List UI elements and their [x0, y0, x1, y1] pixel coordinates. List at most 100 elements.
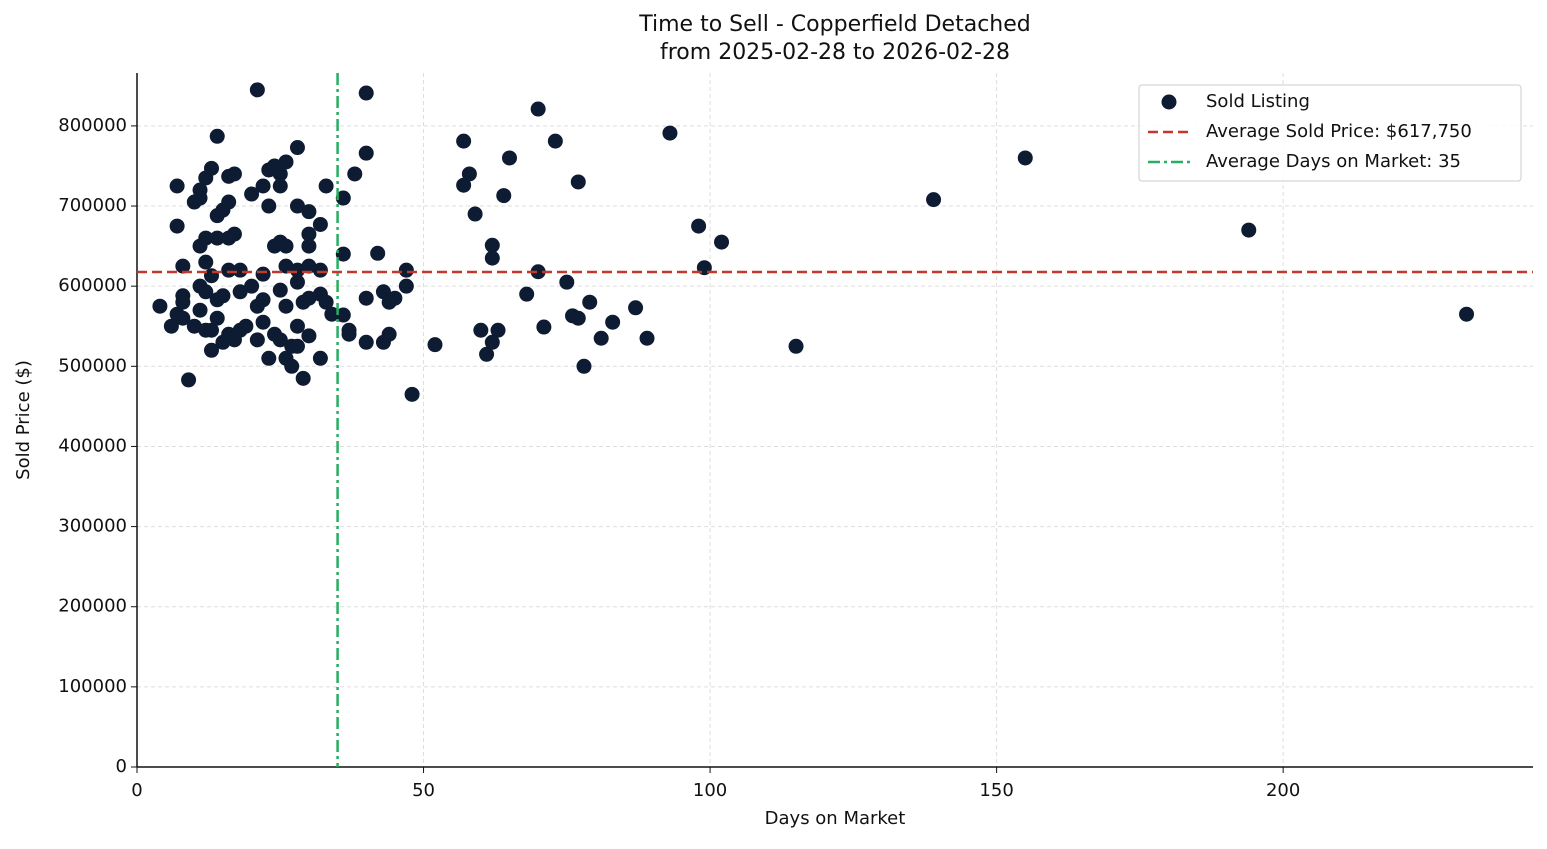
point — [788, 338, 804, 354]
point — [490, 322, 506, 338]
point — [347, 166, 363, 182]
point — [628, 300, 644, 316]
point — [312, 350, 328, 366]
point — [261, 198, 277, 214]
point — [289, 338, 305, 354]
point — [358, 290, 374, 306]
point — [169, 218, 185, 234]
point — [536, 319, 552, 335]
x-tick-label: 100 — [693, 780, 727, 801]
point — [662, 125, 678, 141]
point — [404, 386, 420, 402]
y-tick-label: 500000 — [58, 355, 127, 376]
y-tick-label: 0 — [116, 756, 127, 777]
point — [582, 294, 598, 310]
point — [249, 82, 265, 98]
point — [312, 262, 328, 278]
x-axis-label: Days on Market — [765, 808, 906, 829]
point — [289, 198, 305, 214]
point — [324, 306, 340, 322]
chart-title: Time to Sell - Copperfield Detached — [638, 12, 1030, 37]
point — [175, 258, 191, 274]
point — [255, 292, 271, 308]
point — [198, 254, 214, 270]
point — [186, 318, 202, 334]
point — [289, 274, 305, 290]
point — [284, 358, 300, 374]
point — [249, 332, 265, 348]
y-tick-label: 700000 — [58, 195, 127, 216]
point — [221, 262, 237, 278]
point — [169, 178, 185, 194]
point — [209, 128, 225, 144]
point — [272, 332, 288, 348]
point — [484, 237, 500, 253]
legend-box — [1138, 84, 1522, 182]
point — [456, 133, 472, 149]
point — [570, 174, 586, 190]
point — [192, 302, 208, 318]
point — [209, 230, 225, 246]
point — [370, 245, 386, 261]
point — [530, 264, 546, 280]
point — [244, 186, 260, 202]
point — [175, 294, 191, 310]
point — [576, 358, 592, 374]
point — [175, 310, 191, 326]
y-tick-label: 200000 — [58, 596, 127, 617]
point — [398, 262, 414, 278]
point — [341, 326, 357, 342]
point — [381, 326, 397, 342]
point — [244, 278, 260, 294]
point — [335, 307, 351, 323]
point — [691, 218, 707, 234]
x-tick-label: 150 — [979, 780, 1013, 801]
legend-label: Sold Listing — [1206, 91, 1310, 112]
point — [467, 206, 483, 222]
point — [1241, 222, 1257, 238]
y-tick-label: 100000 — [58, 676, 127, 697]
point — [261, 350, 277, 366]
point — [295, 370, 311, 386]
point — [301, 328, 317, 344]
point — [198, 284, 214, 300]
point — [278, 238, 294, 254]
point — [559, 274, 575, 290]
point — [232, 262, 248, 278]
point — [203, 160, 219, 176]
point — [473, 322, 489, 338]
point — [289, 318, 305, 334]
point — [335, 246, 351, 262]
point — [461, 166, 477, 182]
point — [301, 226, 317, 242]
y-axis-label: Sold Price ($) — [13, 360, 34, 480]
point — [358, 85, 374, 101]
point — [203, 322, 219, 338]
point — [226, 226, 242, 242]
point — [192, 190, 208, 206]
point — [501, 150, 517, 166]
point — [289, 140, 305, 156]
point — [232, 284, 248, 300]
point — [152, 298, 168, 314]
point — [163, 318, 179, 334]
point — [456, 177, 472, 193]
point — [198, 230, 214, 246]
point — [301, 204, 317, 220]
point — [301, 238, 317, 254]
point — [318, 178, 334, 194]
x-tick-label: 50 — [412, 780, 435, 801]
point — [255, 314, 271, 330]
legend-label: Average Sold Price: $617,750 — [1206, 121, 1472, 142]
legend-label: Average Days on Market: 35 — [1206, 151, 1461, 172]
point — [398, 278, 414, 294]
y-tick-label: 600000 — [58, 275, 127, 296]
point — [605, 314, 621, 330]
point — [278, 154, 294, 170]
point — [484, 250, 500, 266]
point — [181, 372, 197, 388]
y-tick-label: 300000 — [58, 516, 127, 537]
point — [209, 310, 225, 326]
point — [255, 178, 271, 194]
